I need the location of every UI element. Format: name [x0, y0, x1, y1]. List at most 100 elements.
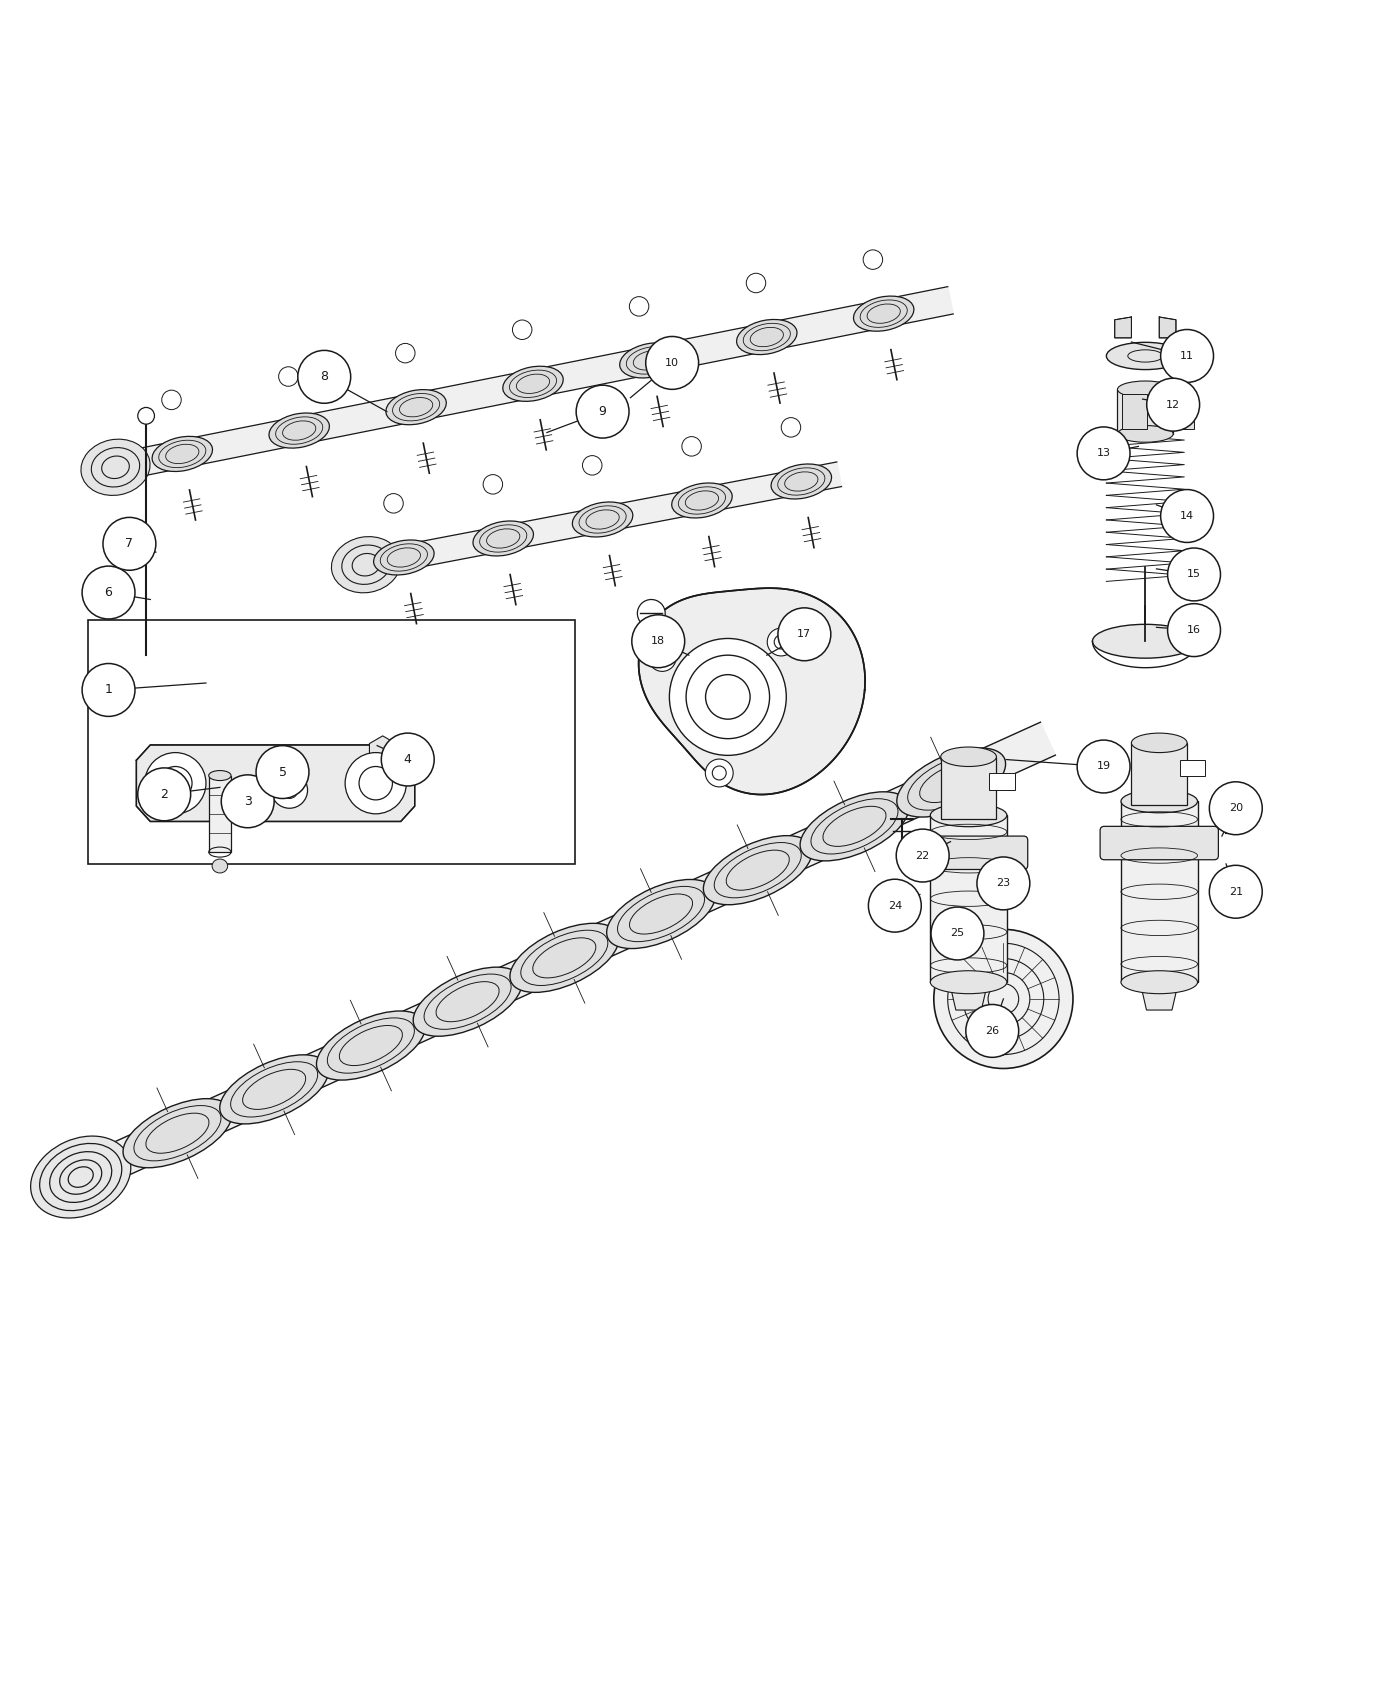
Ellipse shape: [703, 836, 812, 904]
Polygon shape: [113, 287, 953, 481]
Text: 22: 22: [916, 850, 930, 860]
Ellipse shape: [153, 437, 213, 471]
Circle shape: [256, 746, 309, 799]
Polygon shape: [364, 462, 841, 576]
Ellipse shape: [344, 1027, 398, 1064]
Circle shape: [396, 343, 414, 362]
Text: 4: 4: [403, 753, 412, 767]
Ellipse shape: [620, 343, 680, 377]
Circle shape: [864, 250, 882, 269]
Ellipse shape: [925, 763, 977, 802]
Circle shape: [1147, 377, 1200, 432]
Circle shape: [483, 474, 503, 495]
Bar: [1131, 743, 1187, 806]
Circle shape: [272, 772, 308, 808]
Bar: [931, 816, 1007, 983]
Circle shape: [381, 733, 434, 785]
Bar: [1180, 760, 1205, 777]
Text: 21: 21: [1229, 887, 1243, 898]
Ellipse shape: [606, 879, 715, 949]
Text: 18: 18: [651, 636, 665, 646]
Circle shape: [104, 517, 155, 570]
Text: 10: 10: [665, 359, 679, 367]
Circle shape: [346, 753, 406, 814]
Circle shape: [631, 615, 685, 668]
Text: 20: 20: [1229, 804, 1243, 813]
Bar: [209, 775, 231, 852]
Circle shape: [162, 391, 181, 410]
Bar: [1121, 801, 1197, 983]
Ellipse shape: [332, 537, 400, 593]
Polygon shape: [638, 588, 865, 794]
Polygon shape: [1140, 983, 1179, 1010]
Text: 26: 26: [986, 1025, 1000, 1035]
Circle shape: [384, 493, 403, 513]
Circle shape: [682, 437, 701, 456]
Ellipse shape: [731, 852, 784, 889]
Text: 2: 2: [160, 787, 168, 801]
Circle shape: [83, 566, 134, 619]
Circle shape: [669, 639, 787, 755]
Ellipse shape: [897, 748, 1005, 818]
Ellipse shape: [1117, 381, 1173, 398]
Ellipse shape: [151, 1114, 204, 1153]
Circle shape: [298, 350, 350, 403]
Text: 19: 19: [1096, 762, 1110, 772]
Circle shape: [279, 367, 298, 386]
Polygon shape: [1159, 316, 1176, 338]
Ellipse shape: [123, 1098, 232, 1168]
Text: 1: 1: [105, 683, 112, 697]
Circle shape: [778, 609, 830, 661]
Text: 25: 25: [951, 928, 965, 938]
Ellipse shape: [248, 1071, 301, 1108]
Circle shape: [931, 908, 984, 960]
Ellipse shape: [211, 858, 228, 874]
Ellipse shape: [829, 808, 881, 845]
Circle shape: [1210, 865, 1263, 918]
Circle shape: [1168, 604, 1221, 656]
Text: 15: 15: [1187, 570, 1201, 580]
Bar: [88, 620, 575, 864]
FancyBboxPatch shape: [1100, 826, 1218, 860]
Circle shape: [1161, 490, 1214, 542]
Ellipse shape: [854, 296, 914, 332]
Ellipse shape: [316, 1012, 426, 1080]
Text: 8: 8: [321, 371, 328, 383]
Polygon shape: [136, 745, 414, 821]
Ellipse shape: [736, 320, 797, 355]
Ellipse shape: [386, 389, 447, 425]
Ellipse shape: [799, 792, 909, 860]
Ellipse shape: [413, 967, 522, 1037]
Ellipse shape: [573, 502, 633, 537]
Circle shape: [767, 627, 795, 656]
Circle shape: [1210, 782, 1263, 835]
Ellipse shape: [510, 923, 619, 993]
Ellipse shape: [473, 520, 533, 556]
Ellipse shape: [931, 971, 1007, 994]
Ellipse shape: [634, 894, 687, 933]
Text: 7: 7: [126, 537, 133, 551]
Circle shape: [648, 644, 676, 672]
Text: 16: 16: [1187, 626, 1201, 636]
Ellipse shape: [1121, 790, 1197, 813]
Circle shape: [706, 760, 734, 787]
Text: 11: 11: [1180, 350, 1194, 360]
Text: 5: 5: [279, 765, 287, 779]
Circle shape: [144, 753, 206, 814]
Ellipse shape: [374, 541, 434, 575]
Circle shape: [934, 930, 1072, 1069]
Circle shape: [1077, 740, 1130, 792]
Text: 6: 6: [105, 586, 112, 598]
Text: 14: 14: [1180, 512, 1194, 520]
Ellipse shape: [81, 439, 150, 495]
Circle shape: [137, 768, 190, 821]
Polygon shape: [949, 983, 988, 1010]
Circle shape: [637, 600, 665, 627]
Text: 24: 24: [888, 901, 902, 911]
Text: 17: 17: [798, 629, 812, 639]
Ellipse shape: [538, 938, 591, 977]
Circle shape: [582, 456, 602, 474]
Circle shape: [868, 879, 921, 932]
Polygon shape: [1114, 316, 1131, 338]
Ellipse shape: [1131, 733, 1187, 753]
